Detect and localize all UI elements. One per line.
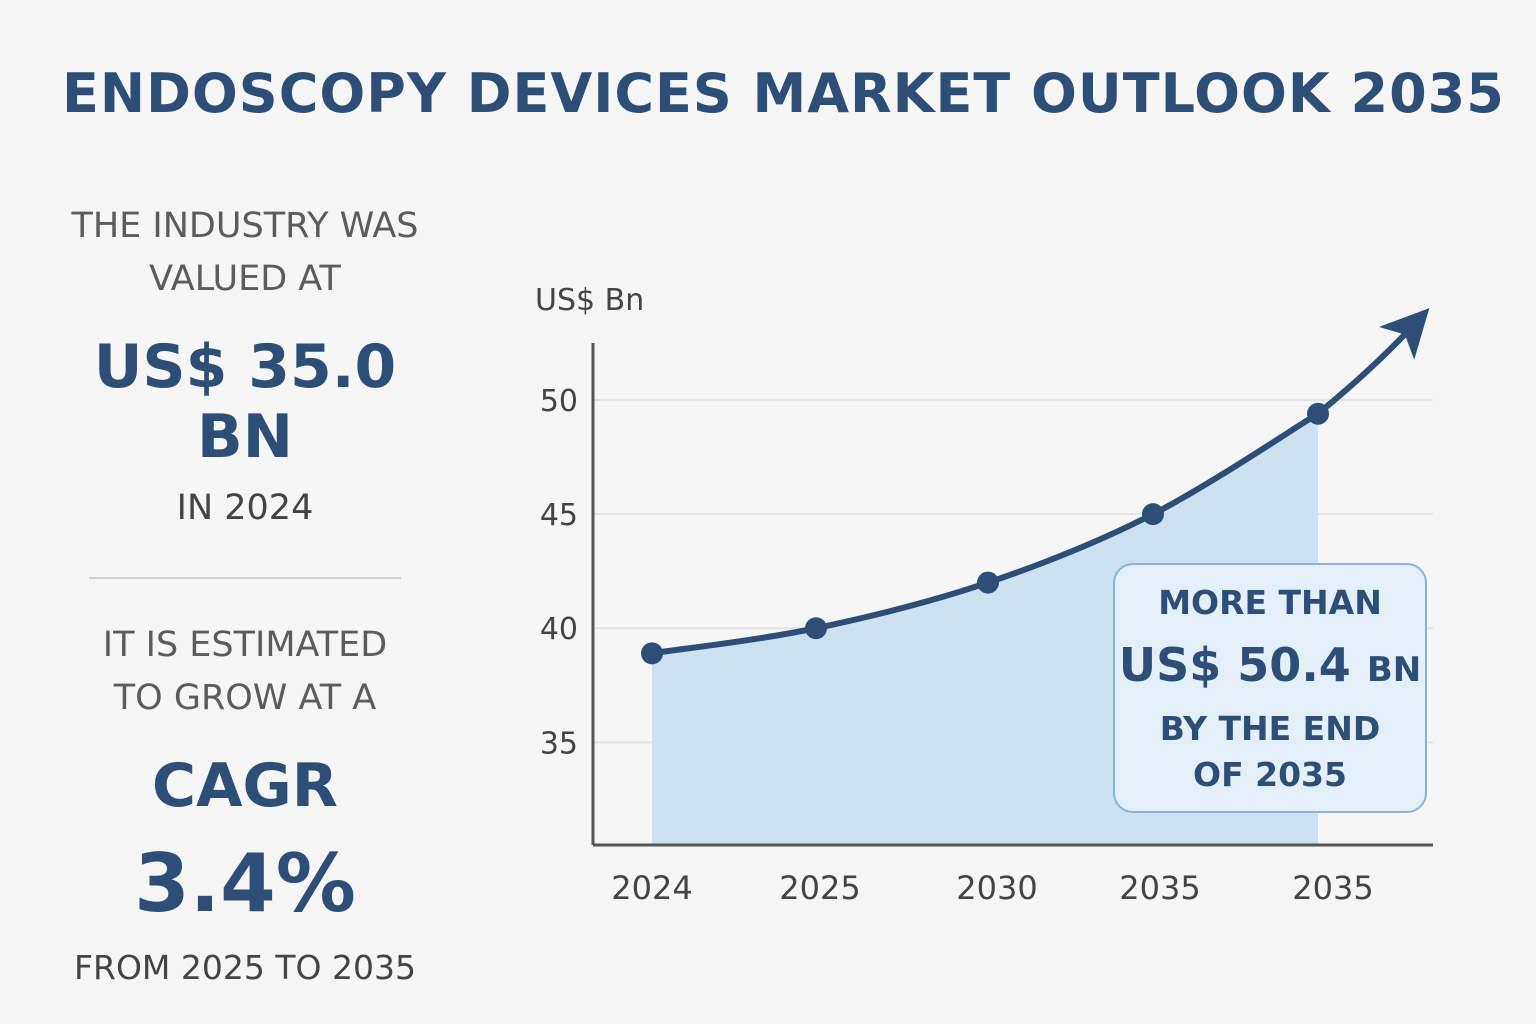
grow-line-1: IT IS ESTIMATED xyxy=(102,625,388,665)
x-tick-label: 2035 xyxy=(1292,869,1373,907)
summary-panel: THE INDUSTRY WAS VALUED AT US$ 35.0 BN I… xyxy=(40,200,450,994)
x-tick-labels: 2024 2025 2030 2035 2035 xyxy=(611,869,1373,907)
page-title: ENDOSCOPY DEVICES MARKET OUTLOOK 2035 xyxy=(62,62,1505,125)
callout-line-3: BY THE END xyxy=(1159,709,1381,748)
callout-amount: US$ 50.4 xyxy=(1118,638,1351,692)
y-tick-label: 40 xyxy=(540,612,578,647)
y-tick-labels: 35 40 45 50 xyxy=(540,384,578,761)
data-points xyxy=(641,402,1329,665)
x-tick-label: 2025 xyxy=(779,869,860,907)
intro-line-1: THE INDUSTRY WAS xyxy=(71,206,419,246)
callout-value: US$ 50.4 BN xyxy=(1115,638,1425,692)
y-tick-label: 35 xyxy=(540,726,578,761)
y-tick-label: 45 xyxy=(540,498,578,533)
callout-unit: BN xyxy=(1366,650,1422,690)
data-point xyxy=(977,571,999,594)
y-tick-label: 50 xyxy=(540,384,578,419)
x-tick-label: 2035 xyxy=(1119,869,1200,907)
cagr-period: FROM 2025 TO 2035 xyxy=(74,948,416,987)
trend-arrow xyxy=(1315,308,1430,417)
data-point xyxy=(805,617,827,640)
data-point xyxy=(641,642,663,665)
callout-line-4: OF 2035 xyxy=(1193,755,1347,794)
callout-line-1: MORE THAN xyxy=(1158,583,1382,622)
data-point xyxy=(1142,503,1164,526)
cagr-label: CAGR xyxy=(152,751,338,821)
cagr-value: 3.4% xyxy=(134,837,356,930)
divider xyxy=(89,577,401,579)
x-tick-label: 2030 xyxy=(956,869,1037,907)
grow-line-2: TO GROW AT A xyxy=(113,678,377,718)
y-axis-label: US$ Bn xyxy=(535,283,644,318)
base-year: IN 2024 xyxy=(176,488,314,528)
intro-line-2: VALUED AT xyxy=(149,259,341,299)
data-point xyxy=(1307,402,1329,425)
base-value: US$ 35.0 BN xyxy=(93,332,397,472)
x-tick-label: 2024 xyxy=(611,869,692,907)
forecast-callout: MORE THAN US$ 50.4 BN BY THE END OF 2035 xyxy=(1113,563,1427,813)
